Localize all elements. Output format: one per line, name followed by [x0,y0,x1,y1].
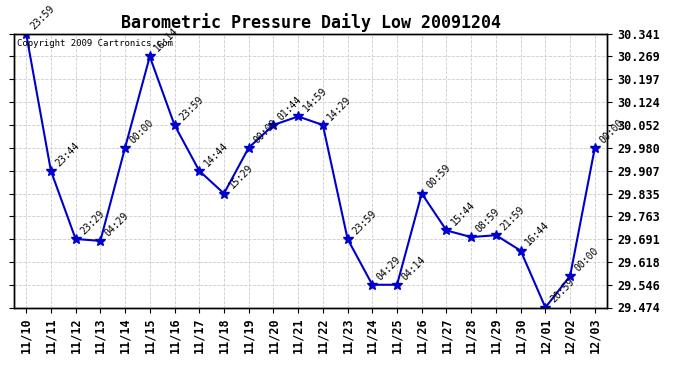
Text: 21:59: 21:59 [499,205,526,232]
Text: 23:29: 23:29 [79,209,106,236]
Text: 00:00: 00:00 [598,117,625,145]
Text: 14:59: 14:59 [301,86,328,114]
Text: 00:00: 00:00 [251,117,279,145]
Text: 23:44: 23:44 [54,140,81,168]
Text: 00:00: 00:00 [128,117,156,145]
Text: 00:59: 00:59 [424,163,453,191]
Text: 04:14: 04:14 [400,254,428,282]
Text: 16:44: 16:44 [524,220,551,248]
Text: 04:29: 04:29 [375,254,403,282]
Text: 01:44: 01:44 [276,94,304,122]
Text: 23:59: 23:59 [351,209,378,236]
Text: 14:29: 14:29 [326,94,353,122]
Text: 14:44: 14:44 [202,140,230,168]
Text: 15:29: 15:29 [227,163,255,191]
Text: 23:59: 23:59 [29,3,57,31]
Text: 15:44: 15:44 [449,200,477,228]
Text: 23:59: 23:59 [177,94,205,122]
Text: 16:14: 16:14 [152,26,180,54]
Text: 08:59: 08:59 [474,207,502,234]
Text: Copyright 2009 Cartronics.com: Copyright 2009 Cartronics.com [17,39,172,48]
Text: 20:59: 20:59 [548,277,576,305]
Text: 00:00: 00:00 [573,245,601,273]
Text: 04:29: 04:29 [103,210,131,238]
Title: Barometric Pressure Daily Low 20091204: Barometric Pressure Daily Low 20091204 [121,13,500,32]
